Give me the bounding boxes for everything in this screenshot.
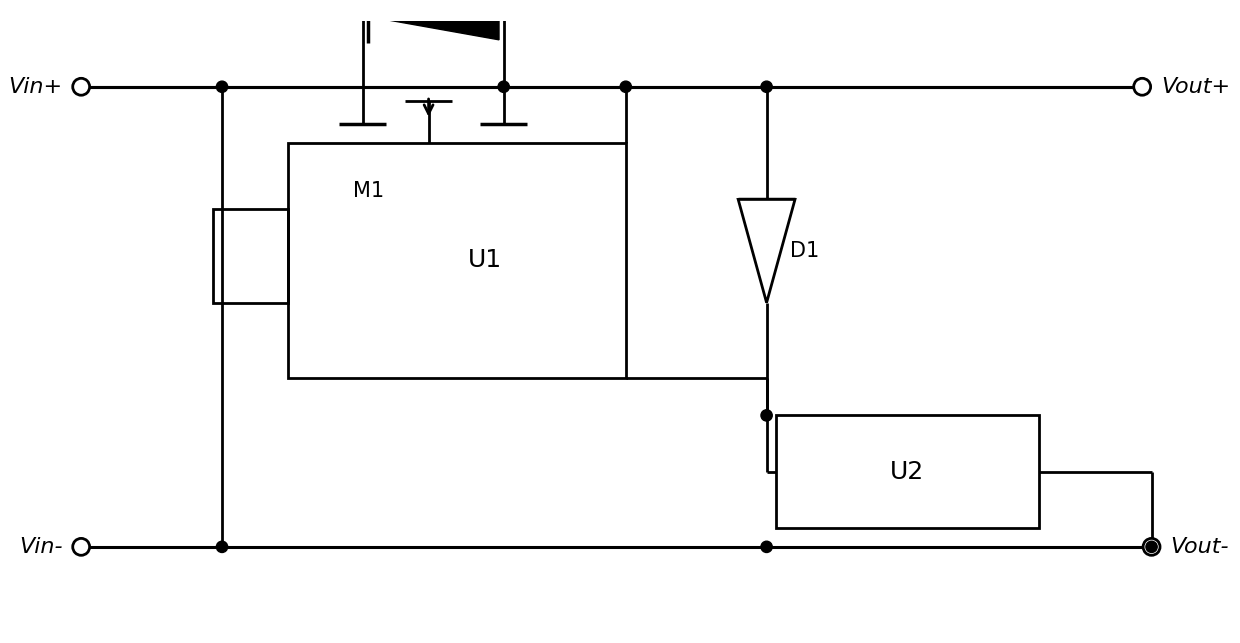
Text: Vin-: Vin- [19, 537, 62, 557]
Bar [212, 209, 288, 303]
Polygon shape [738, 199, 795, 303]
Circle shape [761, 410, 773, 421]
Circle shape [216, 81, 228, 93]
Circle shape [73, 538, 89, 556]
Circle shape [1133, 78, 1151, 95]
Polygon shape [367, 0, 498, 40]
Circle shape [73, 78, 89, 95]
Circle shape [216, 541, 228, 552]
Bar [288, 143, 626, 378]
Circle shape [1143, 538, 1159, 556]
Text: U1: U1 [467, 248, 502, 273]
Bar [776, 415, 1039, 528]
Text: M1: M1 [353, 181, 384, 201]
Text: U2: U2 [890, 460, 925, 484]
Circle shape [1146, 541, 1157, 552]
Circle shape [761, 541, 773, 552]
Circle shape [620, 81, 631, 93]
Text: D1: D1 [790, 241, 820, 261]
Text: Vout+: Vout+ [1161, 77, 1230, 96]
Circle shape [498, 81, 510, 93]
Text: Vout-: Vout- [1171, 537, 1229, 557]
Circle shape [761, 81, 773, 93]
Text: Vin+: Vin+ [9, 77, 62, 96]
